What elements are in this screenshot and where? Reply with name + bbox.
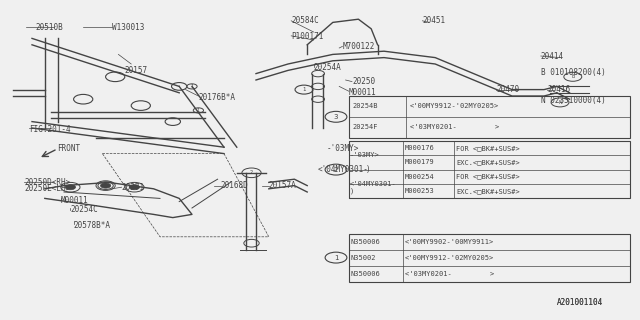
Text: FRONT: FRONT <box>58 144 81 153</box>
Text: <'04MY0301-: <'04MY0301- <box>318 165 369 174</box>
Text: 2: 2 <box>334 167 338 172</box>
Text: B: B <box>571 74 575 79</box>
Text: N350006: N350006 <box>351 271 380 276</box>
Text: 1: 1 <box>197 108 200 113</box>
Text: 20254B: 20254B <box>352 103 378 109</box>
Text: A201001104: A201001104 <box>557 298 603 307</box>
Text: N 023510000(4): N 023510000(4) <box>541 96 605 105</box>
Text: M00011: M00011 <box>349 88 376 97</box>
Text: 20451: 20451 <box>422 16 445 25</box>
Text: 20250: 20250 <box>352 77 375 86</box>
Text: <'04MY0301-: <'04MY0301- <box>350 181 397 187</box>
Text: <'00MY9912-'02MY0205>: <'00MY9912-'02MY0205> <box>410 103 499 109</box>
Text: <'00MY9902-'00MY9911>: <'00MY9902-'00MY9911> <box>405 239 494 244</box>
Text: EXC.<□BK#+SUS#>: EXC.<□BK#+SUS#> <box>456 159 520 165</box>
Text: 20254F: 20254F <box>352 124 378 130</box>
Text: 1: 1 <box>333 255 339 260</box>
Text: 3: 3 <box>333 114 339 120</box>
Text: 2: 2 <box>250 170 253 175</box>
Circle shape <box>100 183 111 188</box>
Text: 20157A: 20157A <box>269 181 296 190</box>
Text: ): ) <box>366 165 371 174</box>
Text: 20371: 20371 <box>122 183 145 192</box>
Bar <box>349 234 630 282</box>
Text: 20510B: 20510B <box>35 23 63 32</box>
Text: M700122: M700122 <box>342 42 375 51</box>
Circle shape <box>129 185 140 190</box>
Text: B 010108200(4): B 010108200(4) <box>541 68 605 76</box>
Text: M000179: M000179 <box>405 159 435 165</box>
Text: 20416: 20416 <box>547 85 570 94</box>
Text: FOR <□BK#+SUS#>: FOR <□BK#+SUS#> <box>456 145 520 151</box>
Circle shape <box>65 185 76 190</box>
Text: 1: 1 <box>302 87 306 92</box>
Text: 20157: 20157 <box>125 66 148 75</box>
Text: <'03MY0201-         >: <'03MY0201- > <box>405 271 494 276</box>
Text: N350006: N350006 <box>351 239 380 244</box>
Bar <box>349 96 630 138</box>
Text: A201001104: A201001104 <box>557 298 603 307</box>
Text: N: N <box>558 100 562 105</box>
Text: W130013: W130013 <box>112 23 145 32</box>
Text: P100171: P100171 <box>291 32 324 41</box>
Text: -'03MY>: -'03MY> <box>326 144 359 153</box>
Text: 20578B*A: 20578B*A <box>74 221 111 230</box>
Text: 20584C: 20584C <box>291 16 319 25</box>
Text: <'00MY9912-'02MY0205>: <'00MY9912-'02MY0205> <box>405 255 494 260</box>
Text: 1: 1 <box>191 84 193 89</box>
Text: M00011: M00011 <box>61 196 88 204</box>
Text: M000253: M000253 <box>405 188 435 194</box>
Bar <box>349 141 630 198</box>
Text: 20250E<LH>: 20250E<LH> <box>24 184 70 193</box>
Text: 20254A: 20254A <box>314 63 341 72</box>
Text: 20470: 20470 <box>496 85 519 94</box>
Text: 20250D<RH>: 20250D<RH> <box>24 178 70 187</box>
Text: 20254C: 20254C <box>70 205 98 214</box>
Text: -'03MY>: -'03MY> <box>350 152 380 158</box>
Text: EXC.<□BK#+SUS#>: EXC.<□BK#+SUS#> <box>456 188 520 194</box>
Text: <'03MY0201-         >: <'03MY0201- > <box>410 124 499 130</box>
Text: 20168D: 20168D <box>221 181 248 190</box>
Text: 3: 3 <box>104 183 107 188</box>
Text: 20414: 20414 <box>541 52 564 60</box>
Text: N35002: N35002 <box>351 255 376 260</box>
Text: FIG.201-4: FIG.201-4 <box>29 125 70 134</box>
Text: 20176B*A: 20176B*A <box>198 93 236 102</box>
Text: ): ) <box>350 188 355 195</box>
Text: FOR <□BK#+SUS#>: FOR <□BK#+SUS#> <box>456 174 520 180</box>
Text: M000254: M000254 <box>405 174 435 180</box>
Text: M000176: M000176 <box>405 145 435 151</box>
